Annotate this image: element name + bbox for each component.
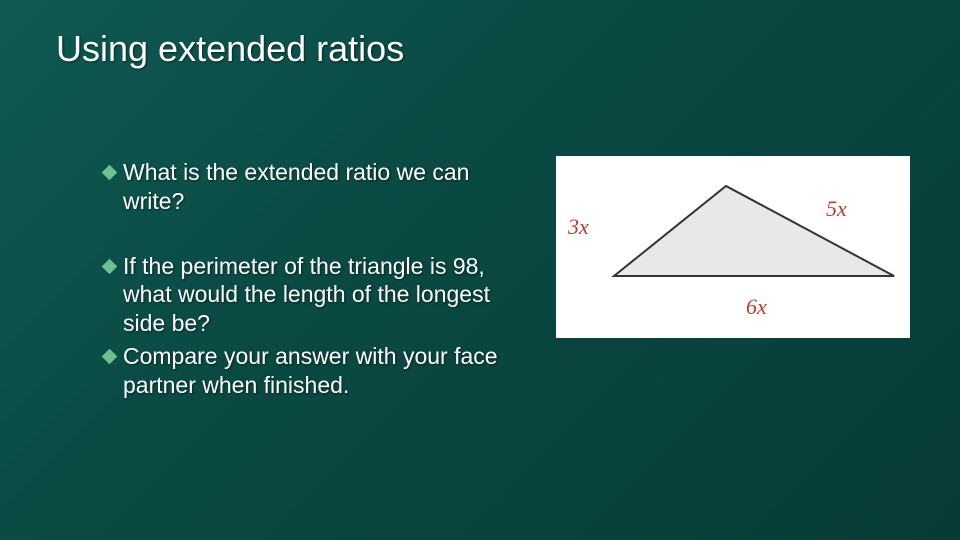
- triangle-figure: 3x 5x 6x: [556, 156, 910, 338]
- side-label-bottom: 6x: [746, 294, 767, 319]
- slide-background: Using extended ratios What is the extend…: [0, 0, 960, 540]
- bullet-text: If the perimeter of the triangle is 98, …: [123, 252, 514, 338]
- diamond-bullet-icon: [102, 165, 118, 181]
- bullet-list: What is the extended ratio we can write?…: [104, 158, 514, 435]
- bullet-item: If the perimeter of the triangle is 98, …: [104, 252, 514, 338]
- bullet-text: Compare your answer with your face partn…: [123, 342, 514, 400]
- bullet-item: Compare your answer with your face partn…: [104, 342, 514, 400]
- side-label-left: 3x: [567, 214, 589, 239]
- diamond-bullet-icon: [102, 348, 118, 364]
- diamond-bullet-icon: [102, 258, 118, 274]
- bullet-text: What is the extended ratio we can write?: [123, 158, 514, 216]
- bullet-group: What is the extended ratio we can write?: [104, 158, 514, 216]
- triangle-shape: [614, 186, 894, 276]
- bullet-group: If the perimeter of the triangle is 98, …: [104, 252, 514, 400]
- triangle-svg: 3x 5x 6x: [556, 156, 910, 338]
- bullet-item: What is the extended ratio we can write?: [104, 158, 514, 216]
- side-label-right: 5x: [826, 196, 847, 221]
- slide-title: Using extended ratios: [56, 28, 404, 70]
